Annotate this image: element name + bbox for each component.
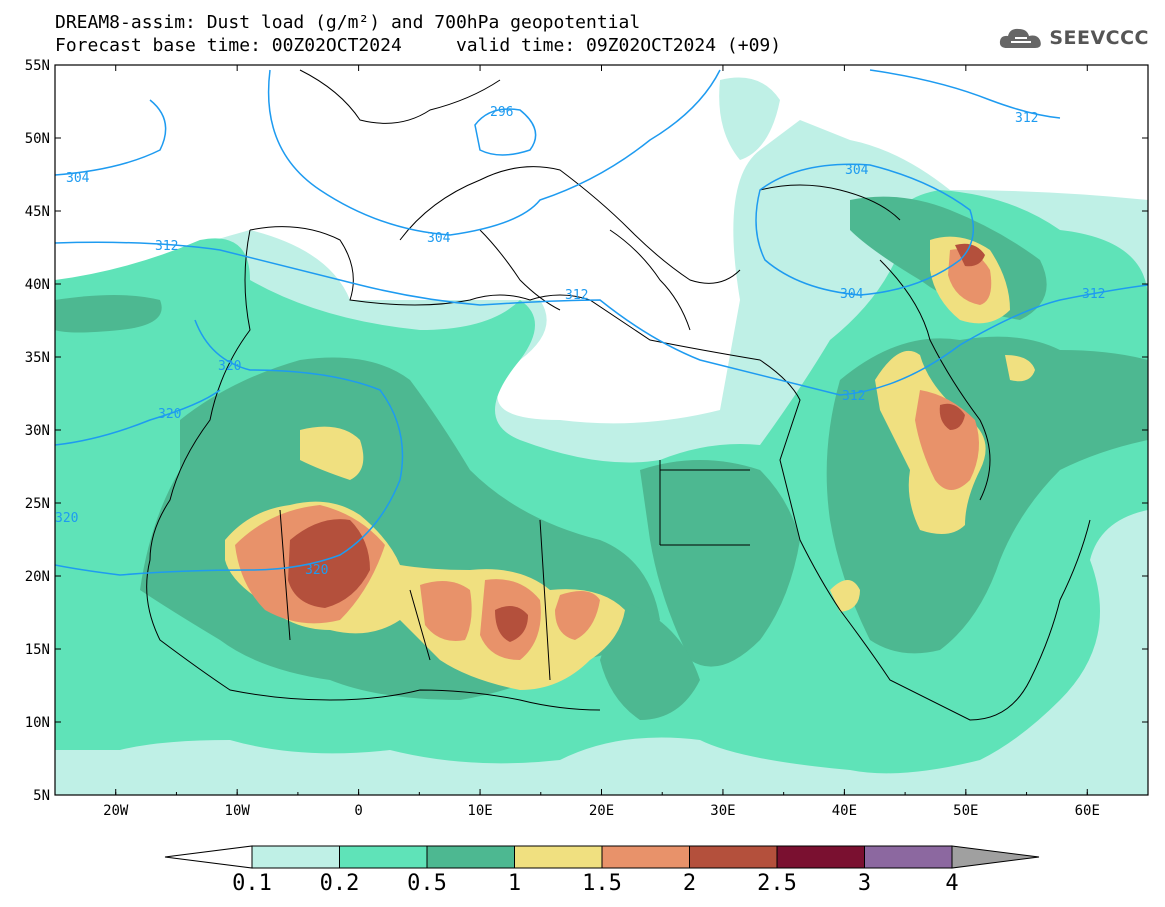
contour-label: 304 xyxy=(845,163,869,178)
lat-tick-label: 45N xyxy=(25,204,50,220)
colorbar-swatch xyxy=(514,845,603,869)
contour-label: 312 xyxy=(842,389,865,404)
contour-label: 320 xyxy=(158,407,181,422)
contour-label: 312 xyxy=(1082,287,1105,302)
colorbar-label: 2 xyxy=(683,871,696,896)
lon-tick-label: 30E xyxy=(710,803,735,819)
geopotential-contours xyxy=(55,69,1148,576)
contour-label: 320 xyxy=(55,511,78,526)
lat-tick-label: 35N xyxy=(25,350,50,366)
lat-tick-label: 25N xyxy=(25,496,50,512)
colorbar-label: 4 xyxy=(945,871,958,896)
coastlines xyxy=(146,69,1091,721)
colorbar-label: 1.5 xyxy=(582,871,622,896)
lon-tick-label: 10W xyxy=(225,803,251,819)
contour-label: 312 xyxy=(1015,111,1038,126)
lat-tick-label: 50N xyxy=(25,131,50,147)
lon-tick-label: 60E xyxy=(1075,803,1100,819)
colorbar-label: 2.5 xyxy=(757,871,797,896)
contour-label: 304 xyxy=(840,287,864,302)
forecast-times: Forecast base time: 00Z02OCT2024 valid t… xyxy=(55,35,782,56)
lon-tick-label: 0 xyxy=(354,803,362,819)
colorbar-label: 1 xyxy=(508,871,521,896)
colorbar-swatch xyxy=(776,845,865,869)
colorbar-high-extension xyxy=(951,845,1040,869)
cloud-icon xyxy=(1000,28,1042,48)
contour-label: 320 xyxy=(218,359,241,374)
contour-label: 312 xyxy=(155,239,178,254)
lon-tick-label: 50E xyxy=(953,803,978,819)
colorbar-label: 0.5 xyxy=(407,871,447,896)
contour-label: 304 xyxy=(427,231,451,246)
lat-tick-label: 10N xyxy=(25,715,50,731)
colorbar-swatch xyxy=(339,845,428,869)
colorbar-label: 0.2 xyxy=(320,871,360,896)
lat-tick-label: 40N xyxy=(25,277,50,293)
colorbar-swatch xyxy=(251,845,340,869)
lat-tick-label: 20N xyxy=(25,569,50,585)
lat-tick-label: 30N xyxy=(25,423,50,439)
dust-field xyxy=(55,65,1148,795)
map-title: DREAM8-assim: Dust load (g/m²) and 700hP… xyxy=(55,12,641,33)
axis-ticks: 55N 50N 45N 40N 35N 30N 25N 20N 15N 10N 5N 20W 10W 0 1… xyxy=(25,58,1149,819)
seevccc-logo: SEEVCCC xyxy=(997,24,1149,52)
colorbar: 0.1 0.2 0.5 1 1.5 2 2.5 3 4 xyxy=(164,845,1040,896)
colorbar-swatch xyxy=(864,845,953,869)
colorbar-label: 0.1 xyxy=(232,871,272,896)
logo-text: SEEVCCC xyxy=(1049,27,1149,49)
lat-tick-label: 15N xyxy=(25,642,50,658)
contour-label: 296 xyxy=(490,105,513,120)
lon-tick-label: 20W xyxy=(103,803,129,819)
colorbar-low-extension xyxy=(164,845,253,869)
contour-label: 320 xyxy=(305,563,328,578)
lon-tick-label: 20E xyxy=(589,803,614,819)
lat-tick-label: 5N xyxy=(33,788,50,804)
colorbar-label: 3 xyxy=(858,871,871,896)
lon-tick-label: 10E xyxy=(467,803,492,819)
contour-label: 312 xyxy=(565,288,588,303)
lon-tick-label: 40E xyxy=(832,803,857,819)
lat-tick-label: 55N xyxy=(25,58,50,74)
colorbar-swatch xyxy=(426,845,515,869)
colorbar-swatch xyxy=(601,845,690,869)
contour-labels: 296 304 304 304 312 312 312 312 312 320 … xyxy=(55,105,1105,578)
contour-label: 304 xyxy=(66,171,90,186)
colorbar-swatch xyxy=(689,845,778,869)
